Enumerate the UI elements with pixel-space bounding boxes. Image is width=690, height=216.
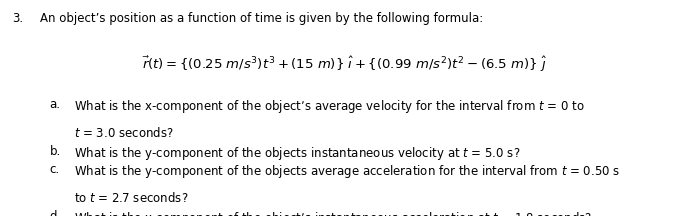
Text: d.: d.: [50, 210, 61, 216]
Text: a.: a.: [50, 98, 61, 111]
Text: b.: b.: [50, 145, 61, 158]
Text: What is the y-component of the objects instantaneous velocity at $t$ = 5.0 s?: What is the y-component of the objects i…: [74, 145, 520, 162]
Text: to $t$ = 2.7 seconds?: to $t$ = 2.7 seconds?: [74, 191, 188, 205]
Text: An object’s position as a function of time is given by the following formula:: An object’s position as a function of ti…: [40, 12, 483, 25]
Text: What is the y-component of the objects average acceleration for the interval fro: What is the y-component of the objects a…: [74, 163, 620, 180]
Text: What is the x-component of the object’s average velocity for the interval from $: What is the x-component of the object’s …: [74, 98, 584, 115]
Text: $t$ = 3.0 seconds?: $t$ = 3.0 seconds?: [74, 126, 174, 140]
Text: $\vec{r}(t) = \{(0.25\ m/s^3)t^3 + (15\ m)\}\ \hat{\imath} + \{(0.99\ m/s^2)t^2 : $\vec{r}(t) = \{(0.25\ m/s^3)t^3 + (15\ …: [142, 55, 548, 75]
Text: What is the x-component of the object’s instantaneous acceleration at $t$ = 1.8 : What is the x-component of the object’s …: [74, 210, 592, 216]
Text: 3.: 3.: [12, 12, 23, 25]
Text: c.: c.: [50, 163, 60, 176]
